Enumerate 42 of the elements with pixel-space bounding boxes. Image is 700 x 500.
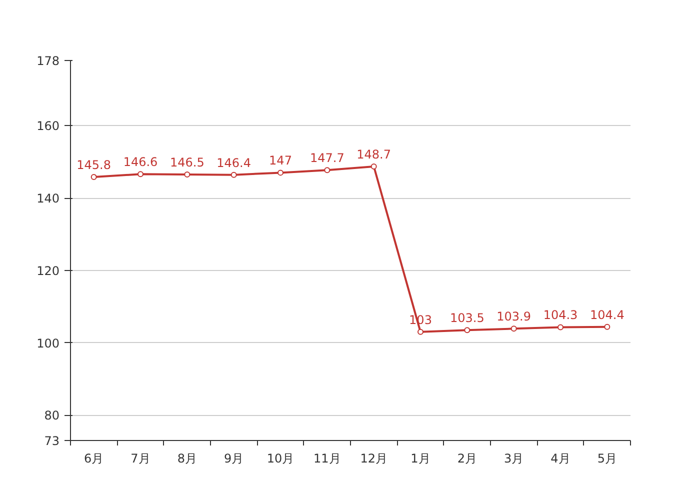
point [90,174,97,180]
data-label: 146.5 [170,156,204,170]
point [278,170,284,176]
data-label: 104.4 [590,308,624,322]
y-tick-label: 100 [36,336,60,350]
x-tick-label: 6月 [84,452,104,466]
x-tick-label: 3月 [504,452,524,466]
x-tick-label: 2月 [457,452,477,466]
data-label: 104.3 [543,308,578,322]
point [418,328,424,335]
x-tick-label: 7月 [130,452,150,466]
x-tick-label: 9月 [224,452,244,466]
y-tick-label: 120 [36,264,60,278]
point [370,164,377,170]
point [184,172,190,178]
point [138,171,144,178]
data-label: 147.7 [310,151,344,166]
data-label: 103.9 [496,310,532,324]
x-tick-label: 10月 [266,452,294,466]
x-tick-label: 4月 [550,452,570,466]
x-tick-label: 8月 [177,452,197,466]
data-label: 146.4 [216,156,252,170]
data-label: 147 [269,154,292,168]
point [324,167,330,174]
x-tick-label: 1月 [410,452,430,466]
data-label: 145.8 [76,158,112,172]
data-label: 146.6 [123,155,158,170]
point [604,324,610,330]
y-tick-label: 178 [36,54,60,68]
x-tick-label: 5月 [597,452,617,466]
y-tick-label: 160 [36,119,60,134]
y-tick-label: 140 [36,192,60,206]
x-tick-label: 12月 [360,452,388,466]
y-tick-label: 80 [44,408,60,423]
point [510,326,517,332]
data-label: 148.7 [356,148,392,162]
point [464,327,470,334]
point [558,324,564,330]
data-label: 103.5 [450,311,484,326]
point [230,172,237,178]
x-tick-label: 11月 [314,452,341,466]
y-tick-label: 73 [44,434,60,448]
